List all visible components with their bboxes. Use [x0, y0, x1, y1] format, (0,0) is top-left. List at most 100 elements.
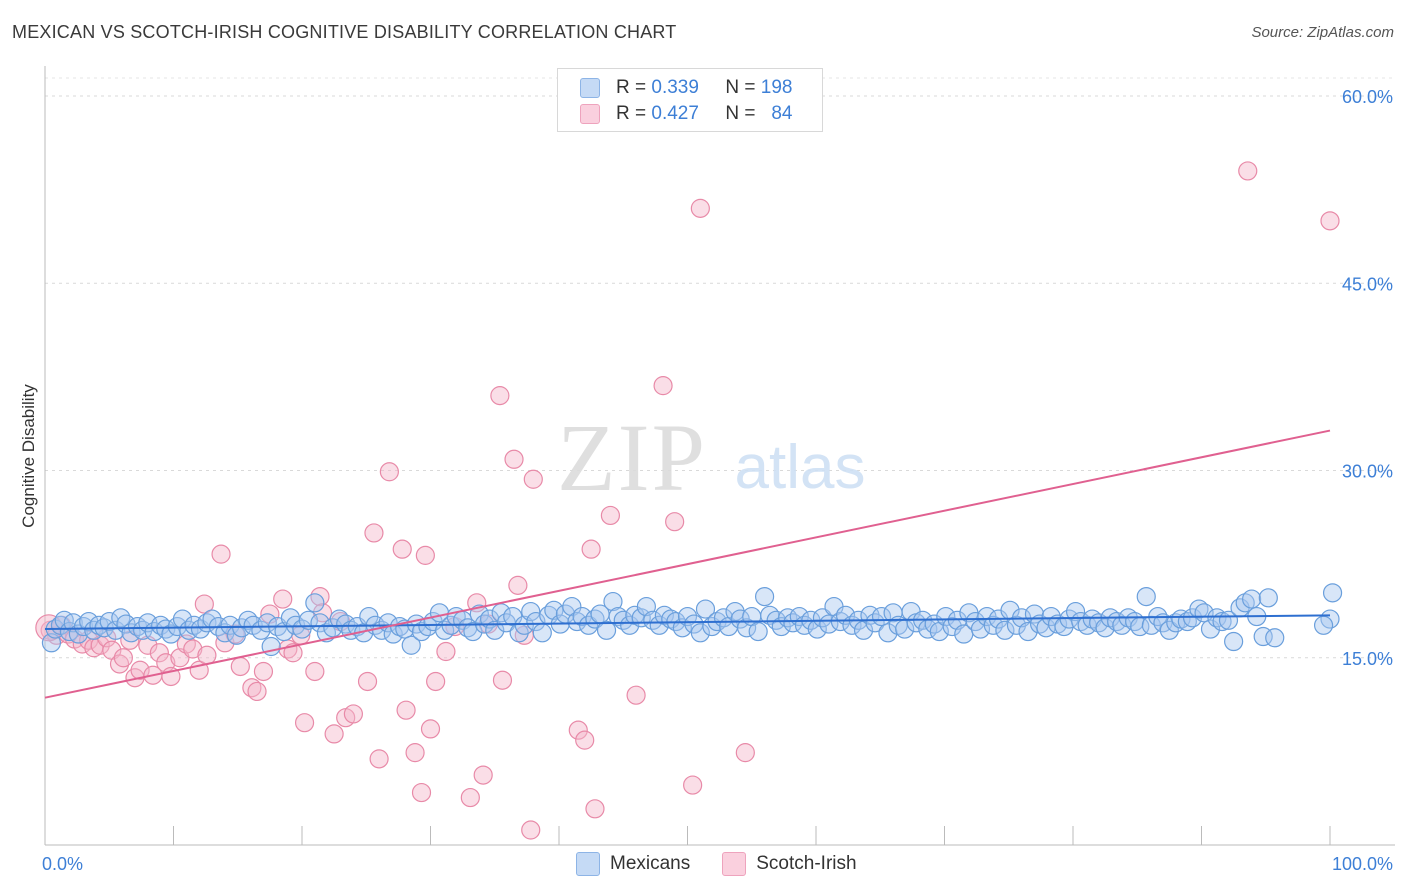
- source-label: Source: ZipAtlas.com: [1251, 24, 1394, 41]
- tick-labels: 15.0% 30.0% 45.0% 60.0% 0.0% 100.0%: [42, 87, 1393, 874]
- point-scotch-irish: [1320, 211, 1340, 231]
- point-mexicans: [603, 591, 623, 612]
- point-scotch-irish: [521, 820, 541, 840]
- point-mexicans: [677, 606, 698, 627]
- point-scotch-irish: [653, 376, 673, 396]
- point-scotch-irish: [665, 512, 685, 532]
- legend-row-scotch-irish: R = 0.427 N = 84: [580, 101, 792, 127]
- grid-lines: [45, 77, 1395, 659]
- point-mexicans: [63, 613, 83, 633]
- watermark-zip: ZIP: [557, 404, 707, 511]
- point-scotch-irish: [396, 700, 416, 720]
- trend-line-mexicans: [44, 614, 1331, 631]
- point-scotch-irish: [253, 661, 274, 682]
- x-tick-label: 100.0%: [1332, 854, 1393, 874]
- point-mexicans: [463, 621, 483, 642]
- point-mexicans: [562, 596, 582, 617]
- legend-r-label: R =: [616, 77, 647, 98]
- point-scotch-irish: [426, 671, 446, 692]
- point-mexicans: [1258, 588, 1278, 608]
- point-mexicans: [1065, 601, 1086, 622]
- point-mexicans: [690, 623, 710, 643]
- point-scotch-irish: [568, 720, 588, 740]
- point-mexicans: [936, 606, 956, 627]
- point-scotch-irish: [585, 799, 605, 819]
- point-scotch-irish: [242, 678, 262, 698]
- point-mexicans: [310, 613, 330, 633]
- point-mexicans: [995, 620, 1015, 640]
- trend-line-scotch-irish: [44, 429, 1331, 699]
- point-scotch-irish: [1238, 161, 1258, 181]
- point-mexicans: [329, 609, 349, 629]
- point-mexicans: [748, 621, 768, 642]
- point-scotch-irish: [411, 782, 432, 803]
- point-scotch-irish: [211, 544, 231, 564]
- point-scotch-irish: [490, 386, 510, 406]
- point-scotch-irish: [683, 775, 703, 795]
- point-mexicans: [1207, 608, 1227, 628]
- point-mexicans: [1242, 589, 1262, 609]
- point-scotch-irish: [324, 724, 344, 744]
- point-scotch-irish: [194, 594, 214, 614]
- point-scotch-irish: [508, 575, 528, 595]
- legend-swatch-mexicans: [580, 78, 600, 98]
- point-scotch-irish: [473, 765, 493, 785]
- point-scotch-irish: [504, 449, 524, 469]
- point-scotch-irish: [600, 505, 621, 526]
- point-mexicans: [737, 618, 757, 638]
- legend-label-scotch-irish: Scotch-Irish: [756, 853, 857, 874]
- point-scotch-irish: [735, 743, 755, 763]
- legend-label-mexicans: Mexicans: [610, 853, 691, 874]
- legend-row-mexicans: R = 0.339 N = 198: [580, 75, 792, 101]
- point-scotch-irish: [357, 671, 378, 692]
- point-mexicans: [1265, 628, 1285, 648]
- point-mexicans: [111, 608, 131, 628]
- point-mexicans: [1159, 620, 1179, 640]
- point-mexicans: [298, 610, 319, 630]
- point-scotch-irish: [415, 545, 435, 565]
- point-mexicans: [1322, 583, 1343, 603]
- point-mexicans: [1189, 599, 1209, 619]
- point-scotch-irish: [492, 670, 513, 690]
- trend-lines: [44, 429, 1331, 699]
- point-scotch-irish: [364, 523, 384, 543]
- series-legend: Mexicans Scotch-Irish: [576, 852, 889, 876]
- point-scotch-irish: [113, 648, 133, 668]
- point-scotch-irish: [197, 645, 217, 665]
- chart-title: MEXICAN VS SCOTCH-IRISH COGNITIVE DISABI…: [12, 22, 677, 42]
- point-scotch-irish: [626, 685, 646, 705]
- point-mexicans: [1224, 631, 1244, 652]
- point-scotch-irish: [130, 660, 150, 680]
- point-mexicans: [532, 623, 552, 643]
- legend-r-label: R =: [616, 103, 647, 124]
- legend-n-label: N =: [725, 103, 756, 124]
- point-scotch-irish: [149, 643, 169, 663]
- point-mexicans: [1136, 586, 1156, 607]
- point-mexicans: [754, 586, 775, 607]
- point-scotch-irish: [379, 462, 399, 482]
- point-mexicans: [336, 614, 356, 634]
- legend-item-scotch-irish: Scotch-Irish: [722, 852, 857, 876]
- legend-n-value: 84: [771, 103, 793, 124]
- point-scotch-irish: [294, 713, 315, 733]
- point-mexicans: [1018, 621, 1038, 642]
- point-mexicans: [161, 624, 181, 644]
- x-tick-label: 0.0%: [42, 854, 83, 874]
- y-axis-label: Cognitive Disability: [19, 384, 38, 528]
- correlation-legend: R = 0.339 N = 198 R = 0.427 N = 84: [557, 68, 823, 132]
- point-mexicans: [1095, 618, 1115, 638]
- point-mexicans: [620, 615, 640, 635]
- point-scotch-irish: [343, 704, 363, 724]
- point-mexicans: [695, 599, 716, 619]
- point-mexicans: [485, 620, 505, 640]
- point-scotch-irish: [230, 656, 250, 677]
- y-tick-label: 30.0%: [1342, 462, 1393, 482]
- point-mexicans: [819, 614, 839, 634]
- point-scotch-irish: [273, 589, 293, 609]
- point-scotch-irish: [460, 787, 480, 808]
- legend-swatch-mexicans: [576, 852, 600, 876]
- point-mexicans: [1313, 615, 1334, 635]
- legend-r-value: 0.339: [651, 77, 699, 98]
- point-mexicans: [220, 615, 240, 635]
